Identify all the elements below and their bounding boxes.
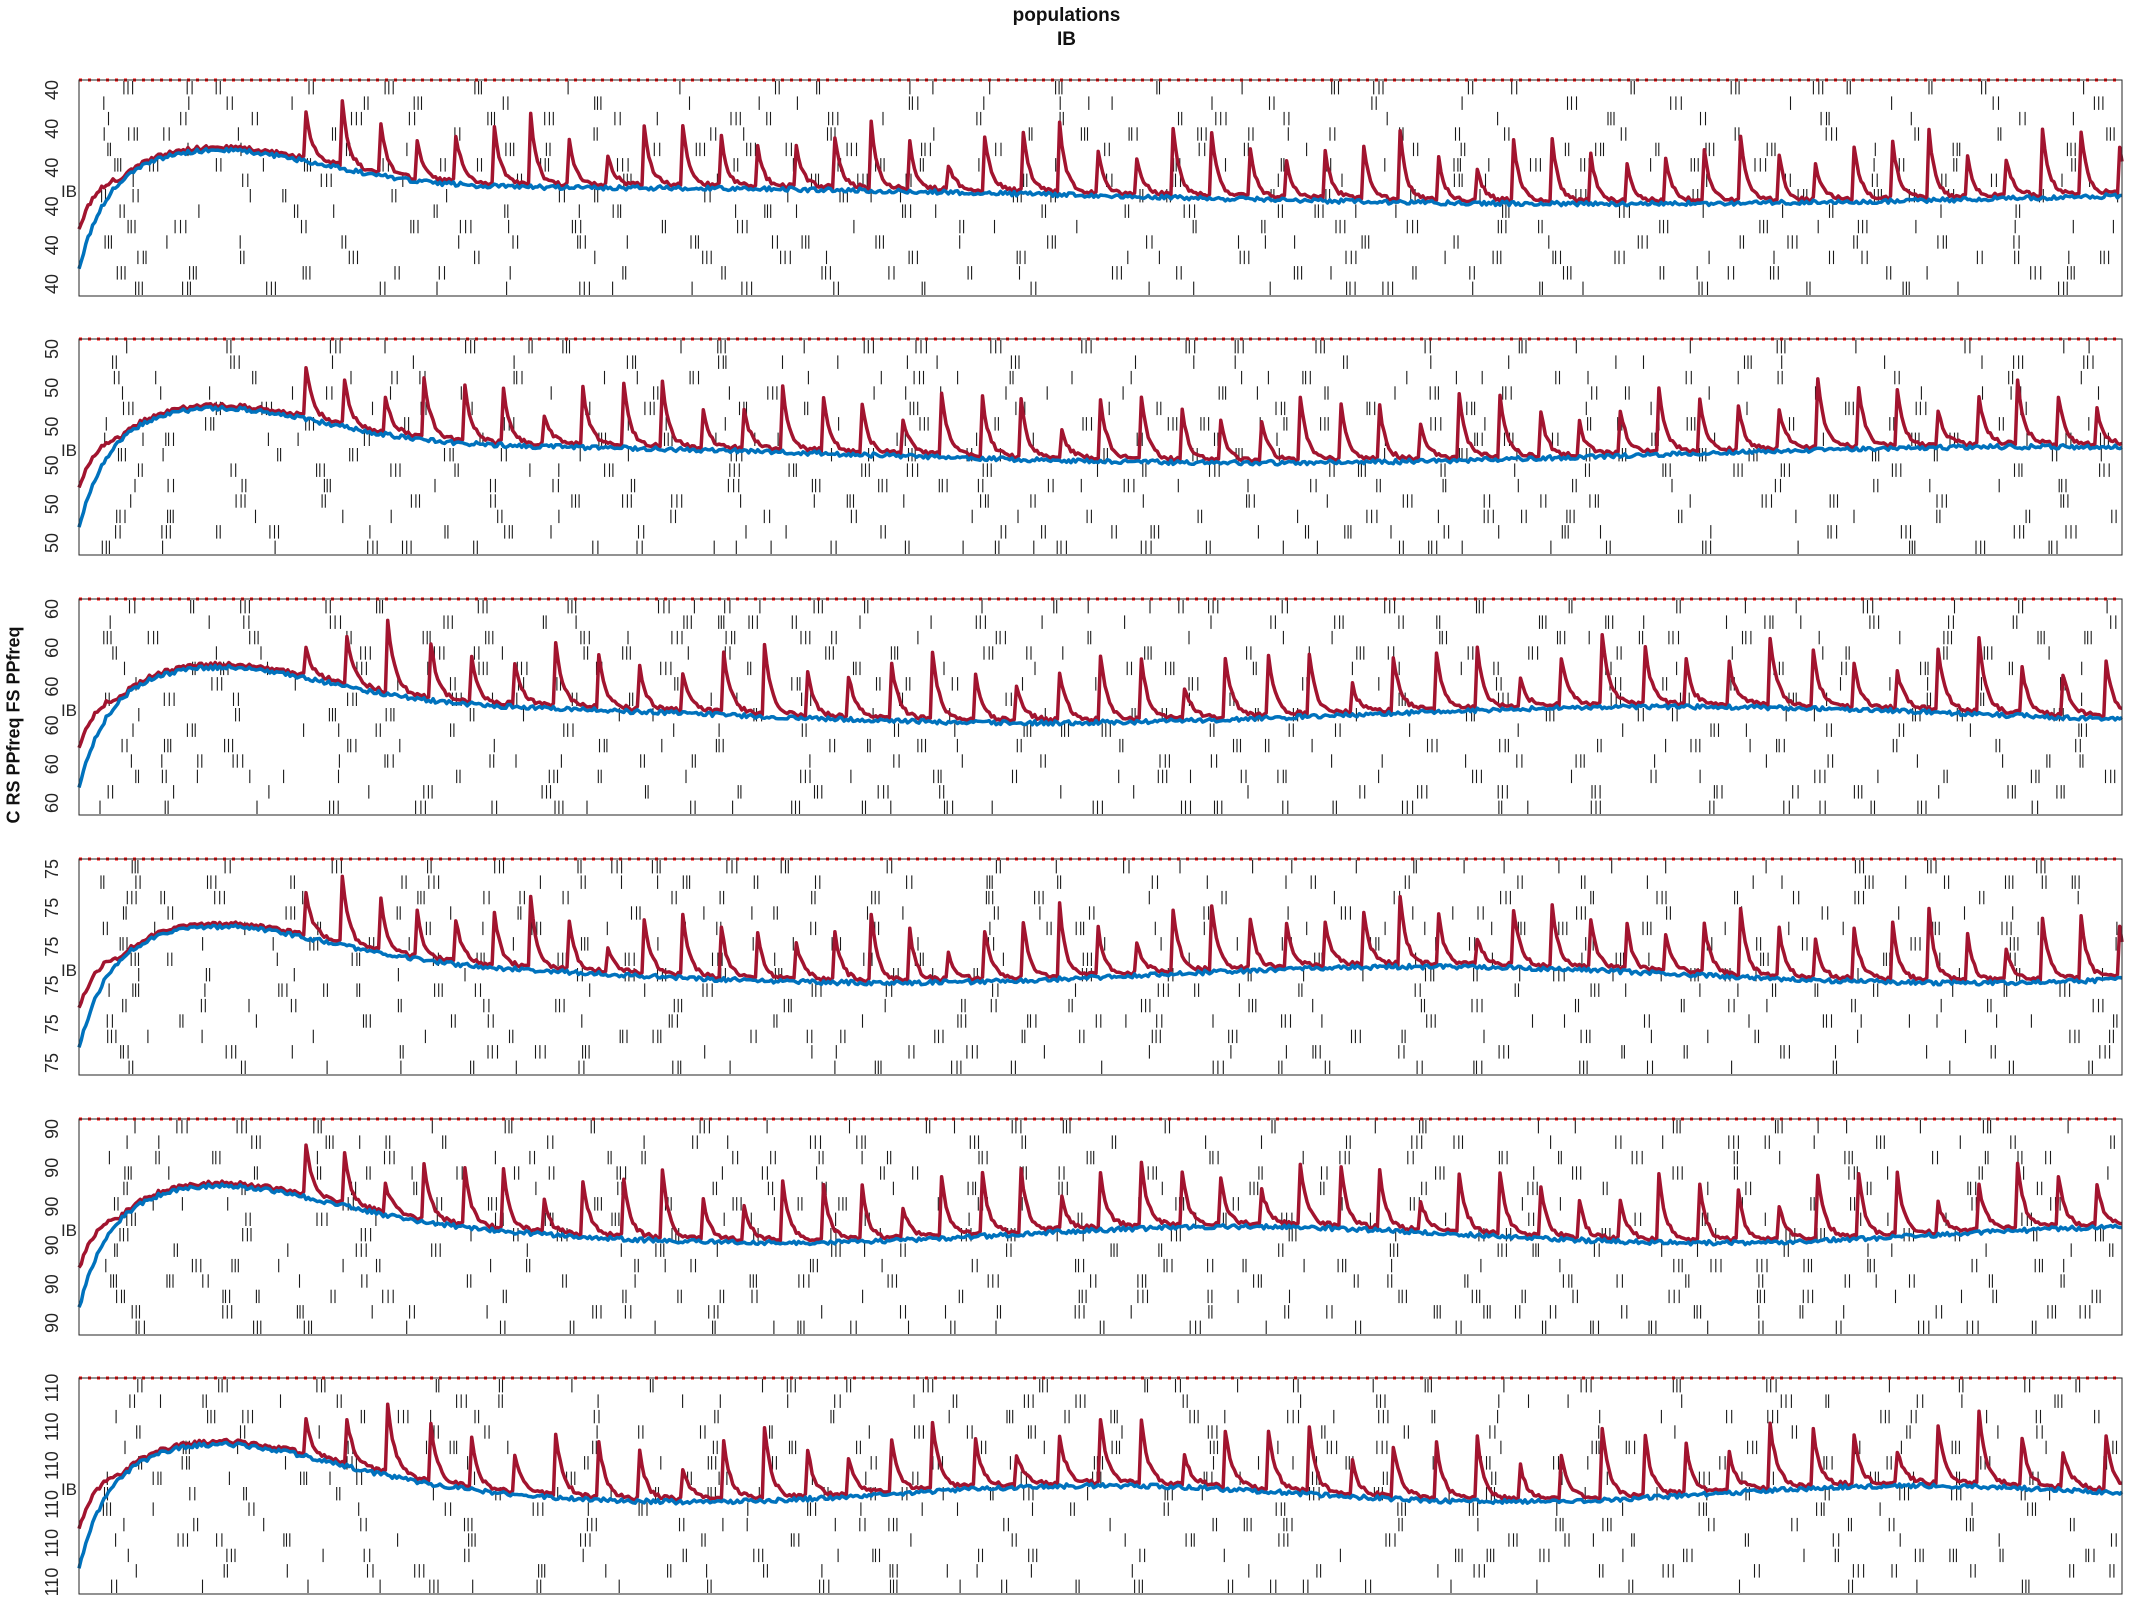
y-tick-label: 75 <box>42 859 62 879</box>
panel-axes-box <box>78 1118 2123 1336</box>
y-tick-label: 90 <box>42 1274 62 1294</box>
y-tick-label: 50 <box>42 455 62 475</box>
panel-axes-box <box>78 79 2123 297</box>
y-tick-label: 40 <box>42 80 62 100</box>
y-tick-label: 40 <box>42 119 62 139</box>
y-tick-label: 90 <box>42 1313 62 1333</box>
y-tick-label: 110 <box>42 1529 62 1558</box>
y-tick-label: 110 <box>42 1374 62 1403</box>
population-label: IB <box>61 441 77 460</box>
y-tick-label: 60 <box>42 754 62 774</box>
red-trace <box>77 365 2123 489</box>
y-tick-label: 40 <box>42 158 62 178</box>
y-tick-label: 50 <box>42 339 62 359</box>
panel-axes-box <box>78 338 2123 556</box>
panel-axes-box <box>78 858 2123 1076</box>
red-trace <box>77 1143 2123 1269</box>
y-tick-label: 110 <box>42 1412 62 1441</box>
y-tick-label: 60 <box>42 677 62 697</box>
blue-trace <box>77 923 2123 1048</box>
y-tick-label: 75 <box>42 1014 62 1034</box>
y-tick-label: 40 <box>42 196 62 216</box>
population-label: IB <box>61 961 77 980</box>
spike-raster-2 <box>101 340 2117 554</box>
y-tick-label: 60 <box>42 715 62 735</box>
title-line-2: IB <box>1057 29 1076 50</box>
y-tick-label: 110 <box>42 1568 62 1597</box>
y-tick-label: 90 <box>42 1197 62 1217</box>
y-tick-label: 40 <box>42 235 62 255</box>
blue-trace <box>77 1440 2124 1569</box>
panel-axes-box <box>78 1377 2123 1595</box>
y-tick-label: 50 <box>42 378 62 398</box>
population-label: IB <box>61 182 77 201</box>
y-tick-label: 75 <box>42 937 62 957</box>
blue-trace <box>77 404 2123 528</box>
population-label: IB <box>61 1480 77 1499</box>
y-tick-label: 50 <box>42 417 62 437</box>
population-label: IB <box>61 1221 77 1240</box>
y-tick-label: 110 <box>42 1490 62 1519</box>
y-tick-label: 60 <box>42 599 62 619</box>
y-tick-label: 75 <box>42 975 62 995</box>
y-tick-label: 50 <box>42 533 62 553</box>
blue-trace <box>77 663 2123 788</box>
spike-raster-5 <box>105 1120 2115 1334</box>
red-trace <box>77 99 2124 230</box>
y-tick-label: 110 <box>42 1451 62 1480</box>
y-tick-label: 90 <box>42 1119 62 1139</box>
blue-trace <box>77 146 2123 270</box>
spike-raster-3 <box>99 600 2117 814</box>
y-tick-label: 75 <box>42 898 62 918</box>
title-line-1: populations <box>1012 5 1121 26</box>
y-tick-label: 40 <box>42 274 62 294</box>
red-trace <box>77 1402 2123 1530</box>
blue-trace <box>77 1182 2122 1308</box>
y-tick-label: 90 <box>42 1158 62 1178</box>
spike-raster-4 <box>100 860 2118 1074</box>
panel-axes-box <box>78 598 2123 816</box>
red-trace <box>77 874 2124 1009</box>
figure-title: populations IB <box>0 4 2133 52</box>
y-tick-label: 50 <box>42 494 62 514</box>
red-trace <box>77 618 2123 749</box>
population-label: IB <box>61 701 77 720</box>
y-tick-label: 60 <box>42 638 62 658</box>
y-tick-label: 75 <box>42 1053 62 1073</box>
y-tick-label: 60 <box>42 793 62 813</box>
y-tick-label: 90 <box>42 1235 62 1255</box>
